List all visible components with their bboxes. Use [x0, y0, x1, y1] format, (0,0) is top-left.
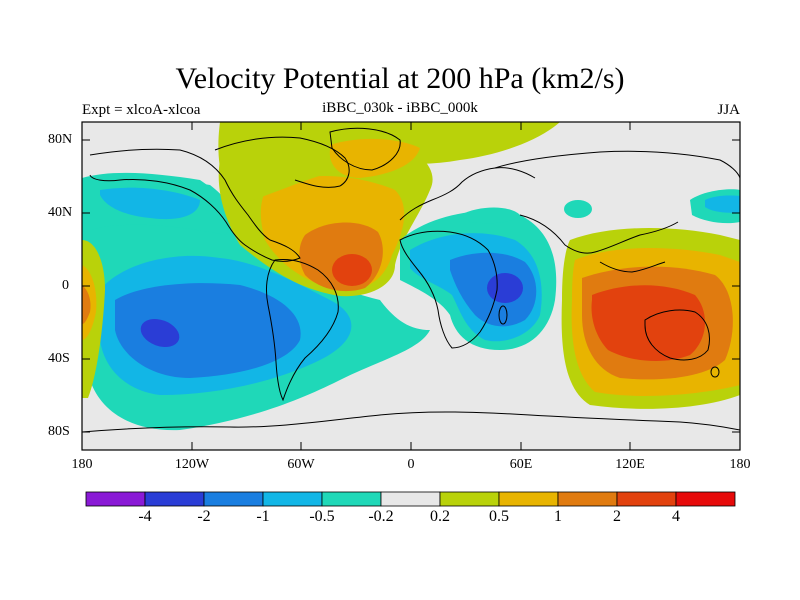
- lat-label-40s: 40S: [48, 351, 70, 366]
- lon-label-180-west: 180: [71, 457, 93, 472]
- colorbar-swatch: [144, 491, 205, 507]
- colorbar-swatch: [557, 491, 618, 507]
- colorbar-swatch: [675, 491, 736, 507]
- colorbar-swatch: [439, 491, 500, 507]
- lat-label-40n: 40N: [48, 205, 73, 220]
- lat-label-0: 0: [62, 278, 69, 293]
- page-title: Velocity Potential at 200 hPa (km2/s): [175, 62, 625, 95]
- lon-label-60w: 60W: [287, 457, 315, 472]
- colorbar-label: -4: [138, 508, 152, 525]
- lon-label-180-east: 180: [729, 457, 751, 472]
- colorbar-swatch: [203, 491, 264, 507]
- colorbar-label: 2: [613, 508, 621, 525]
- colorbar-label: 0.5: [489, 508, 509, 525]
- colorbar-swatch: [321, 491, 382, 507]
- colorbar-swatch: [262, 491, 323, 507]
- season-label: JJA: [717, 102, 740, 118]
- colorbar-swatch: [380, 491, 441, 507]
- lat-label-80s: 80S: [48, 424, 70, 439]
- colorbar-swatch: [85, 491, 146, 507]
- colorbar-label: -0.2: [368, 508, 394, 525]
- lon-label-120e: 120E: [615, 457, 645, 472]
- difference-label: iBBC_030k - iBBC_000k: [322, 100, 478, 116]
- lon-label-60e: 60E: [509, 457, 533, 472]
- colorbar-label: 1: [554, 508, 562, 525]
- lon-tick-marks: [81, 122, 741, 450]
- lat-label-80n: 80N: [48, 132, 73, 147]
- lon-label-120w: 120W: [174, 457, 210, 472]
- colorbar-label: -2: [197, 508, 211, 525]
- colorbar-label: -1: [256, 508, 270, 525]
- colorbar-swatch: [616, 491, 677, 507]
- colorbar-label: 4: [672, 508, 680, 525]
- colorbar: [85, 491, 736, 507]
- colorbar-swatch: [498, 491, 559, 507]
- lat-tick-marks: [82, 139, 740, 433]
- experiment-label: Expt = xlcoA-xlcoa: [82, 102, 201, 118]
- velocity-potential-field: [82, 122, 740, 450]
- coastlines: [82, 127, 740, 433]
- colorbar-label: 0.2: [430, 508, 450, 525]
- lon-label-0: 0: [407, 457, 415, 472]
- colorbar-label: -0.5: [309, 508, 335, 525]
